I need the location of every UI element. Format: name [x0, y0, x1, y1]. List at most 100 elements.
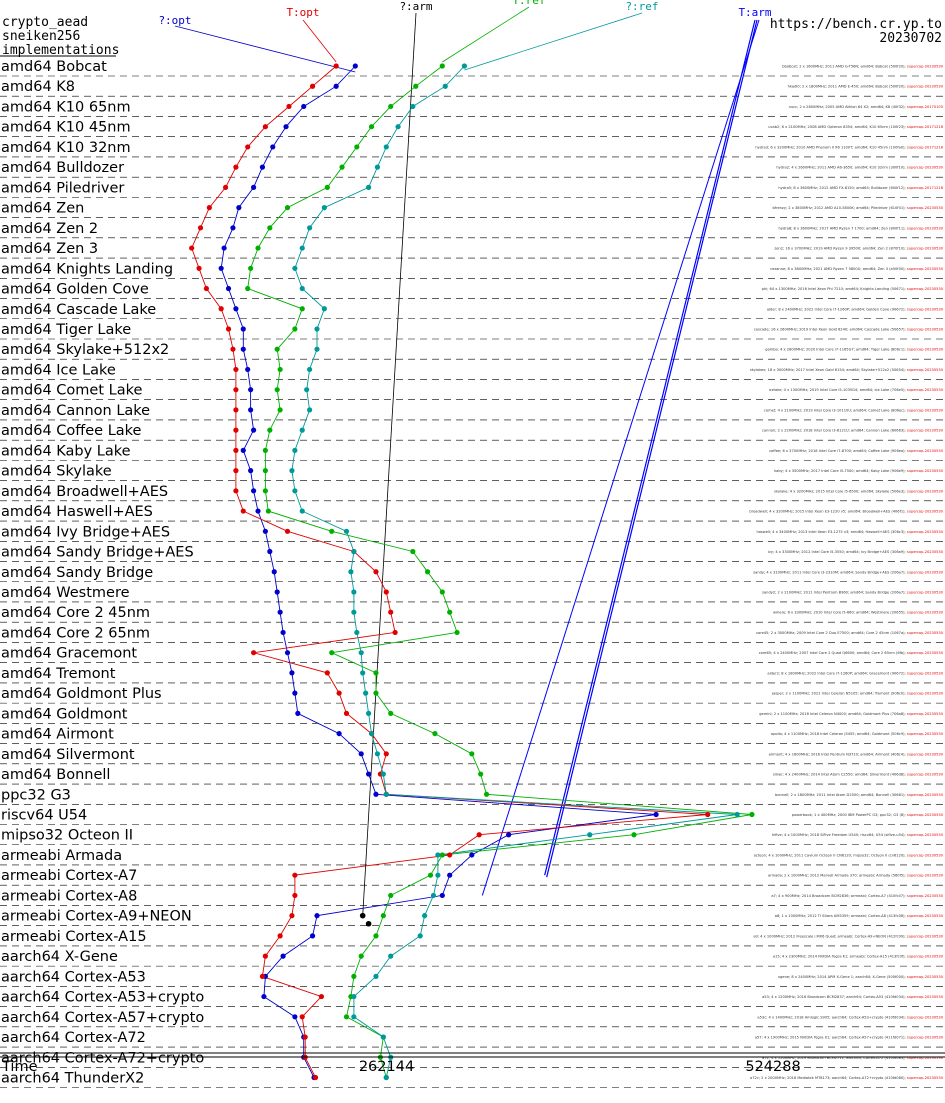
- row-note-system: hifive; 4 x 1000MHz; 2018 SiFive Freedom…: [772, 833, 907, 837]
- point-refA: [299, 508, 305, 514]
- point-optT: [203, 285, 210, 292]
- row-note: ucab2; 6 x 2100MHz; 2008 AMD Opteron 835…: [768, 125, 943, 129]
- cpu-label: amd64 K10 32nm: [1, 140, 131, 156]
- point-optT: [233, 447, 239, 453]
- cpu-label: amd64 Kaby Lake: [1, 443, 131, 459]
- row-note-system: hydra2; 4 x 2600MHz; 2011 AMD A6-3650; a…: [776, 166, 907, 170]
- row-note: gomba; 4 x 2800MHz; 2020 Intel Core i7-1…: [765, 348, 943, 352]
- cpu-label: amd64 K10 65nm: [1, 99, 131, 115]
- series-labels: ?:opt T:opt ?:arm T:ref ?:ref T:arm: [158, 0, 771, 27]
- point-refA: [314, 326, 320, 332]
- row-note-version: supercop-20230530: [907, 348, 944, 352]
- row-note-system: powerbook; 1 x 400MHz; 2000 IBM PowerPC …: [792, 813, 907, 817]
- row-note-version: supercop-20230530: [907, 651, 944, 655]
- header-left-line1: crypto_aead: [2, 15, 88, 30]
- point-optT: [240, 508, 246, 514]
- point-optT: [383, 751, 389, 757]
- row-note-system: airmont; 4 x 1600MHz; 2016 Intel Pentium…: [769, 752, 907, 756]
- point-ref: [267, 225, 273, 231]
- row-note-version: supercop-20230530: [907, 489, 944, 493]
- row-note-version: supercop-20230530: [907, 85, 944, 89]
- point-optT: [233, 164, 239, 170]
- row-note: core45; 2 x 3000MHz; 2009 Intel Core 2 D…: [756, 631, 944, 635]
- point-ref: [299, 306, 305, 312]
- row-note-version: supercop-20230530: [907, 955, 944, 959]
- point-refA: [365, 184, 372, 190]
- cpu-label: amd64 Comet Lake: [1, 383, 142, 399]
- point-ref: [410, 548, 416, 555]
- point-opt: [267, 548, 273, 555]
- point-refA: [388, 953, 394, 959]
- point-refA: [289, 468, 295, 474]
- point-optT: [225, 326, 232, 332]
- row-note-version: supercop-20171218: [907, 186, 944, 190]
- point-opt: [225, 285, 232, 292]
- cpu-label: aarch64 Cortex-A53+crypto: [1, 990, 204, 1006]
- point-opt: [309, 933, 316, 939]
- point-refA: [292, 265, 298, 271]
- row-note: sandy2; 2 x 2100MHz; 2011 Intel Pentium …: [762, 590, 944, 594]
- point-refA: [374, 164, 381, 170]
- point-ref: [267, 427, 273, 433]
- point-ref: [329, 528, 335, 534]
- point-optT: [206, 205, 212, 211]
- row-note-system: ucab2; 6 x 2100MHz; 2008 AMD Opteron 835…: [768, 125, 907, 129]
- point-optT: [312, 1074, 319, 1081]
- point-optT: [196, 265, 202, 271]
- cpu-label: amd64 Westmere: [1, 585, 130, 601]
- point-ref: [432, 730, 438, 737]
- guide-target-arm-3: [481, 19, 760, 896]
- point-refA: [351, 589, 357, 595]
- point-opt: [280, 953, 286, 959]
- point-opt: [240, 346, 246, 352]
- point-opt: [365, 771, 372, 777]
- row-note-system: hkadl0; 2 x 1800MHz; 2011 AMD E-450; amd…: [788, 85, 907, 89]
- row-note: kaby; 4 x 3500MHz; 2017 Intel Core i5-75…: [774, 469, 944, 473]
- row-note-version: supercop-20230530: [907, 530, 944, 534]
- row-note-system: sandy2; 2 x 2100MHz; 2011 Intel Pentium …: [762, 590, 907, 594]
- row-note: sandy; 4 x 3100MHz; 2011 Intel Core i3-2…: [753, 570, 943, 574]
- cpu-label: armeabi Cortex-A8: [1, 888, 137, 904]
- row-note: a53c; 4 x 1400MHz; 2018 Amlogic S905; aa…: [757, 1015, 943, 1019]
- row-note-system: a53c; 4 x 1400MHz; 2018 Amlogic S905; aa…: [757, 1015, 906, 1019]
- point-opt: [469, 852, 475, 858]
- row-note-version: supercop-20230530: [907, 975, 944, 979]
- row-note-system: a53; 4 x 1200MHz; 2016 Broadcom BCM2837;…: [762, 995, 907, 999]
- row-note-system: nucc; 2 x 2600MHz; 2005 AMD Athlon 64 X2…: [789, 105, 907, 109]
- point-refA: [435, 872, 441, 878]
- point-ref: [262, 468, 268, 474]
- cpu-label: amd64 Piledriver: [1, 180, 124, 196]
- cpu-label: amd64 Sandy Bridge: [1, 565, 153, 581]
- point-ref: [478, 771, 484, 777]
- point-refA: [292, 488, 298, 494]
- point-optT: [343, 710, 350, 716]
- cpu-rows: amd64 Bobcat bbobcat; 2 x 1600MHz; 2011 A…: [0, 59, 945, 1088]
- point-refA: [299, 285, 305, 292]
- row-note-version: supercop-20230530: [907, 510, 944, 514]
- row-note-version: supercop-20230530: [907, 327, 944, 331]
- point-refA: [348, 569, 354, 575]
- row-note-version: supercop-20230530: [907, 894, 944, 898]
- point-optT: [302, 1034, 308, 1040]
- point-opt: [283, 124, 289, 130]
- x-ticks: 262144 524288: [359, 1059, 801, 1075]
- point-opt: [233, 306, 239, 312]
- point-refA: [363, 690, 369, 696]
- point-optT: [233, 407, 239, 413]
- row-note-system: phi; 64 x 1300MHz; 2016 Intel Xeon Phi 7…: [762, 287, 907, 291]
- row-note: alder2; 8 x 1800MHz; 2022 Intel Core i7-…: [767, 671, 943, 675]
- row-note-version: supercop-20171218: [907, 125, 944, 129]
- point-optT: [262, 124, 268, 130]
- guide-target-arm-2: [546, 19, 758, 878]
- point-ref: [262, 488, 268, 494]
- row-note: hkadl0; 2 x 1800MHz; 2011 AMD E-450; amd…: [788, 85, 944, 89]
- cpu-label: ppc32 G3: [1, 787, 71, 803]
- point-ref: [454, 629, 460, 636]
- cpu-label: amd64 Coffee Lake: [1, 423, 142, 439]
- point-opt: [447, 872, 453, 878]
- cpu-label: amd64 Bobcat: [1, 59, 107, 75]
- point-optT: [218, 306, 224, 312]
- point-ref: [284, 205, 291, 211]
- point-optT: [705, 811, 711, 818]
- cpu-label: aarch64 Cortex-A72: [1, 1030, 146, 1046]
